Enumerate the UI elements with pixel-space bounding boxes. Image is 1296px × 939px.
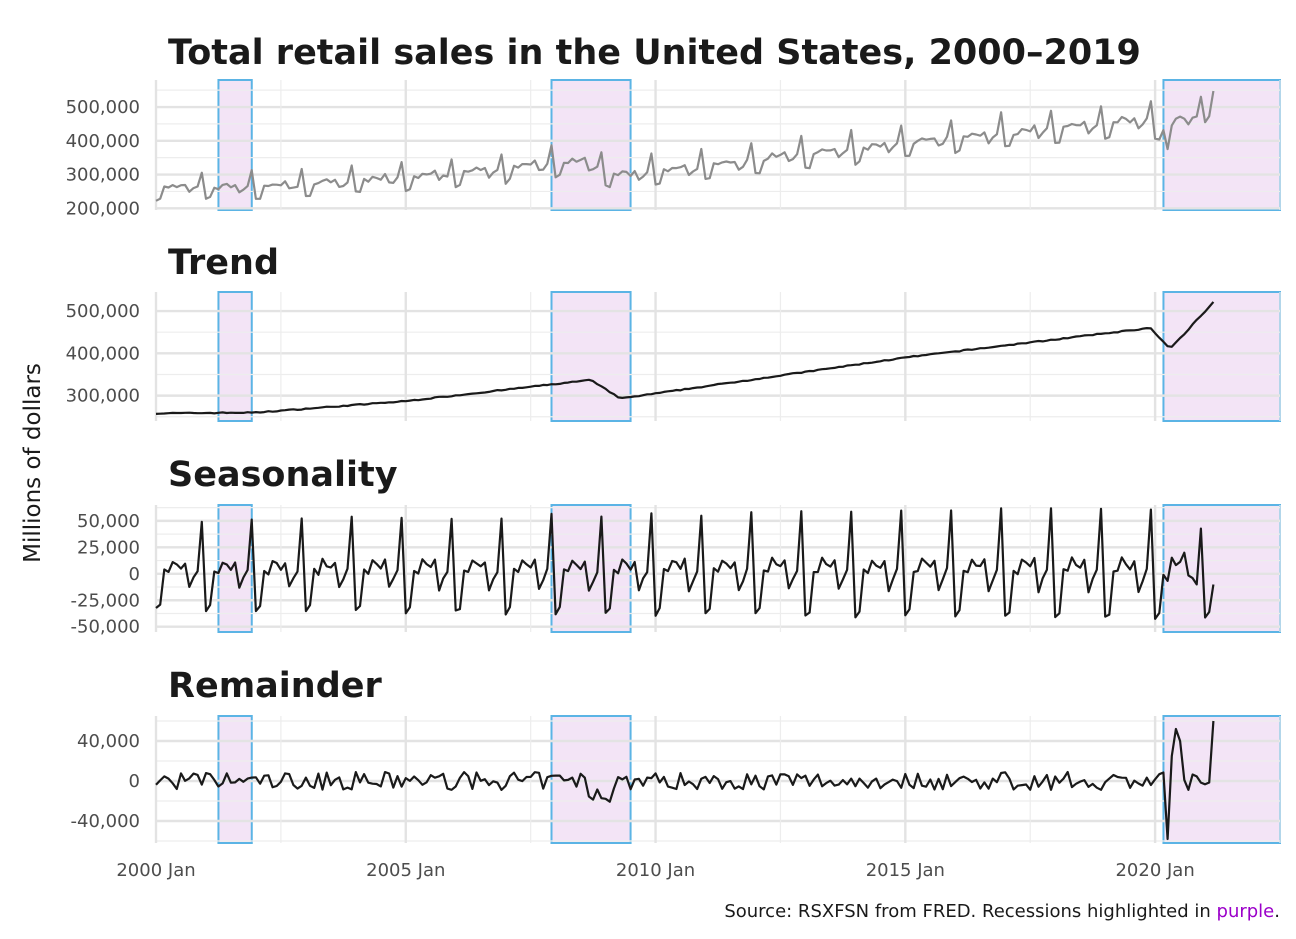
recession-band-3	[1162, 79, 1282, 211]
y-tick-label: 500,000	[66, 97, 140, 118]
y-tick-label: -40,000	[71, 811, 140, 832]
panels: 200,000 300,000 400,000 500,000 Total retail…	[66, 33, 1282, 844]
x-tick-label: 2010 Jan	[616, 860, 695, 881]
recession-band-3	[1162, 715, 1282, 844]
y-tick-label: 500,000	[66, 301, 140, 322]
panel-4: -40,000 0 40,000 Remainder	[71, 666, 1282, 844]
y-tick-label: 200,000	[66, 198, 140, 219]
panel-title: Seasonality	[168, 455, 398, 495]
y-tick-label: 50,000	[77, 511, 140, 532]
y-tick-label: 300,000	[66, 386, 140, 407]
panel-2: 300,000 400,000 500,000 Trend	[66, 243, 1282, 422]
panel-title: Trend	[168, 243, 279, 283]
panel-title: Remainder	[168, 666, 382, 706]
caption-end: .	[1274, 901, 1280, 922]
panel-title: Total retail sales in the United States,…	[168, 33, 1141, 73]
y-tick-label: -50,000	[71, 617, 140, 638]
caption-text: Source: RSXFSN from FRED. Recessions hig…	[724, 901, 1216, 922]
series-line	[155, 507, 1215, 620]
y-tick-label: 300,000	[66, 165, 140, 186]
panel-1: 200,000 300,000 400,000 500,000 Total retail…	[66, 33, 1282, 219]
y-tick-label: 0	[129, 771, 140, 792]
y-tick-label: 400,000	[66, 131, 140, 152]
y-tick-label: 400,000	[66, 343, 140, 364]
x-tick-label: 2005 Jan	[366, 860, 445, 881]
x-tick-label: 2020 Jan	[1115, 860, 1194, 881]
series-line	[155, 720, 1215, 841]
caption-highlight: purple	[1217, 901, 1275, 922]
recession-band-2	[550, 79, 632, 211]
y-tick-label: 40,000	[77, 731, 140, 752]
y-tick-label: 0	[129, 564, 140, 585]
recession-band-1	[217, 79, 253, 211]
recession-band-2	[550, 291, 632, 422]
x-tick-label: 2000 Jan	[116, 860, 195, 881]
panel-3: -50,000 -25,000 0 25,000 50,000 Seasonality	[71, 455, 1282, 638]
source-caption: Source: RSXFSN from FRED. Recessions hig…	[724, 901, 1280, 922]
recession-band-1	[217, 291, 253, 422]
recession-band-3	[1162, 291, 1282, 422]
y-axis-label: Millions of dollars	[20, 363, 46, 563]
x-tick-label: 2015 Jan	[866, 860, 945, 881]
x-axis: 2000 Jan 2005 Jan 2010 Jan 2015 Jan 2020 Jan	[116, 860, 1194, 881]
y-tick-label: -25,000	[71, 590, 140, 611]
series-line	[155, 90, 1215, 202]
series-line	[155, 301, 1215, 415]
y-tick-label: 25,000	[77, 537, 140, 558]
